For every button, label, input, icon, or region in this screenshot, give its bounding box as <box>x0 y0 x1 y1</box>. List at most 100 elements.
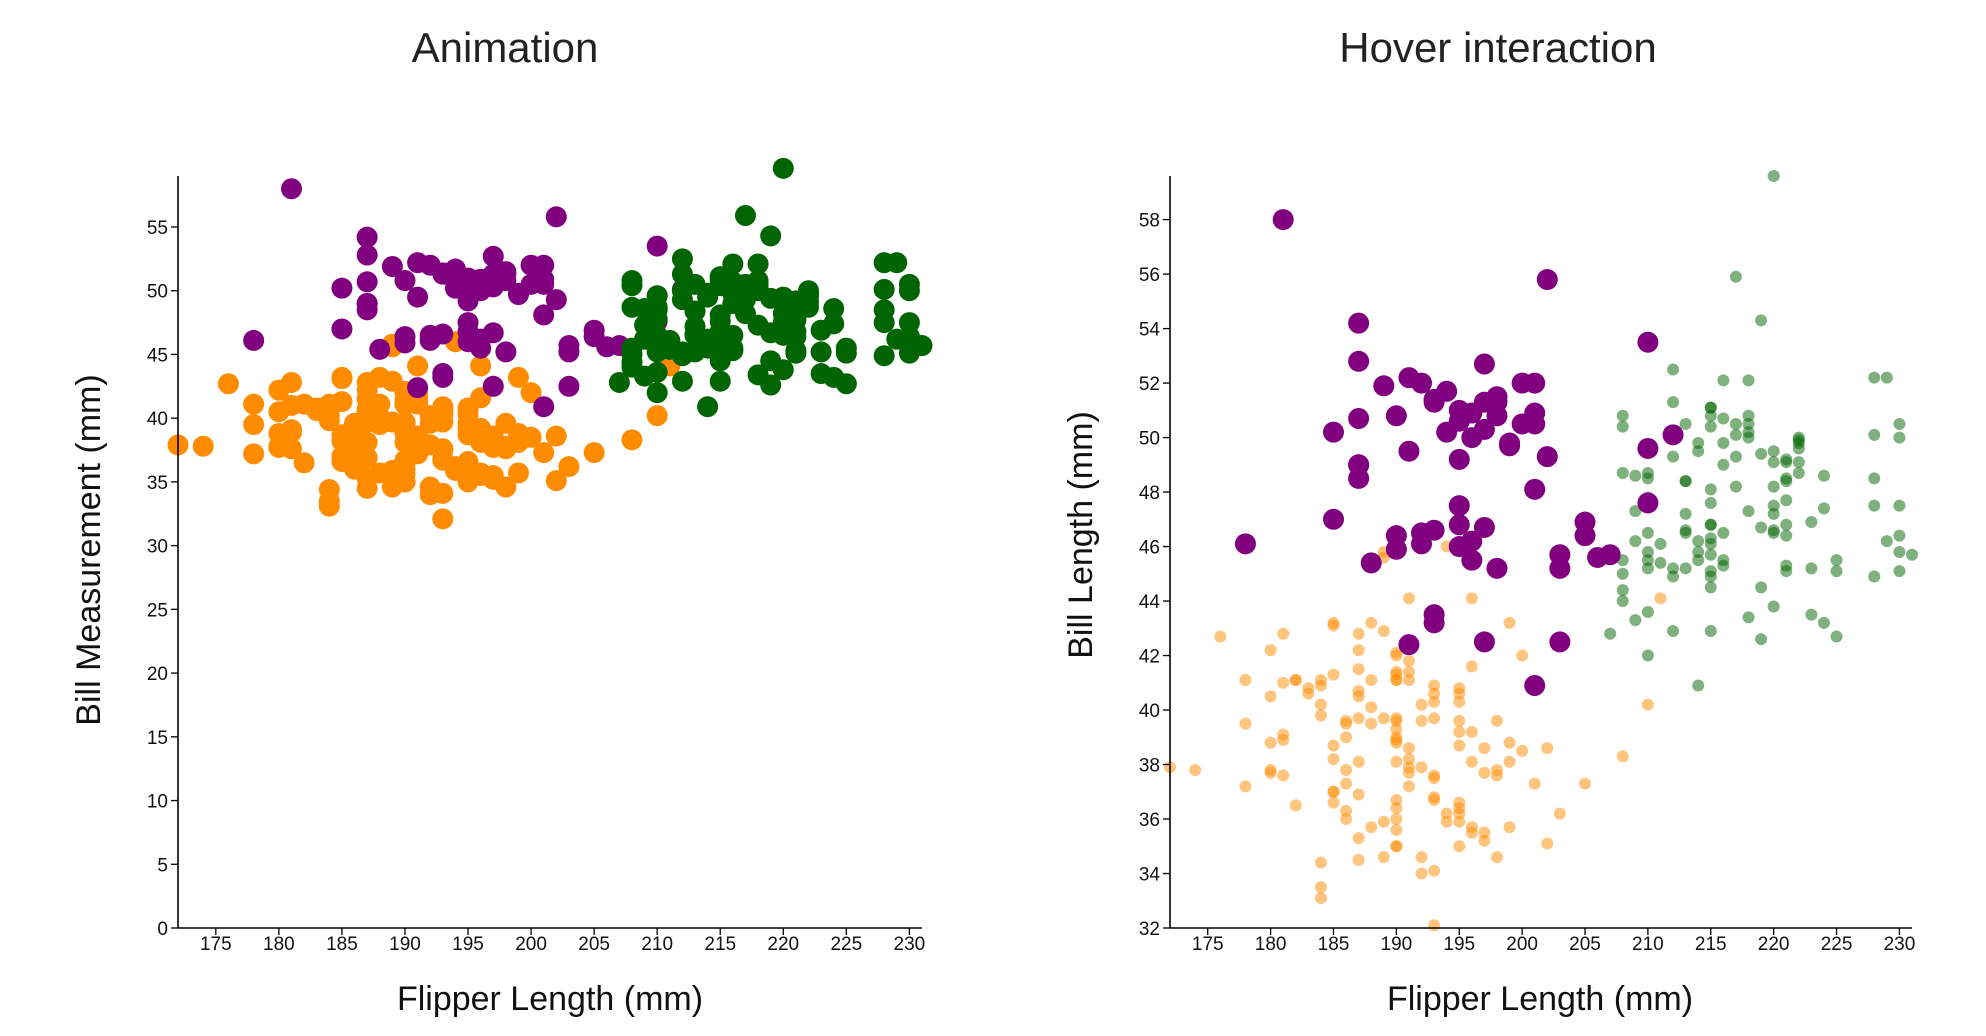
point-chinstrap[interactable] <box>1448 495 1470 517</box>
point-adelie[interactable] <box>1415 698 1428 711</box>
point-gentoo[interactable] <box>1679 507 1692 520</box>
point-chinstrap[interactable] <box>1511 372 1533 394</box>
point-adelie[interactable] <box>1654 592 1667 605</box>
point-gentoo[interactable] <box>1704 581 1717 594</box>
point-gentoo[interactable] <box>1868 499 1881 512</box>
point-gentoo[interactable] <box>1893 499 1906 512</box>
point-adelie[interactable] <box>1264 736 1277 749</box>
point-gentoo[interactable] <box>1767 456 1780 469</box>
point-adelie[interactable] <box>1390 731 1403 744</box>
point-adelie[interactable] <box>1352 853 1365 866</box>
point-gentoo[interactable] <box>1641 554 1654 567</box>
point-adelie[interactable] <box>1340 777 1353 790</box>
point-chinstrap[interactable] <box>1348 407 1370 429</box>
point-gentoo[interactable] <box>1604 627 1617 640</box>
scatter-points[interactable] <box>1164 170 1918 932</box>
point-gentoo[interactable] <box>1755 447 1768 460</box>
point-adelie[interactable] <box>1314 881 1327 894</box>
point-gentoo[interactable] <box>1629 535 1642 548</box>
point-gentoo[interactable] <box>1704 625 1717 638</box>
point-adelie[interactable] <box>1641 698 1654 711</box>
point-adelie[interactable] <box>1327 785 1340 798</box>
point-chinstrap[interactable] <box>1524 478 1546 500</box>
point-gentoo[interactable] <box>1692 445 1705 458</box>
point-adelie[interactable] <box>1327 739 1340 752</box>
point-adelie[interactable] <box>1390 823 1403 836</box>
point-chinstrap[interactable] <box>1461 530 1483 552</box>
point-chinstrap[interactable] <box>1348 350 1370 372</box>
point-gentoo[interactable] <box>1805 516 1818 529</box>
point-chinstrap[interactable] <box>1423 388 1445 410</box>
point-adelie[interactable] <box>1377 815 1390 828</box>
point-gentoo[interactable] <box>1893 546 1906 558</box>
point-adelie[interactable] <box>1402 674 1415 687</box>
point-chinstrap[interactable] <box>1549 557 1571 579</box>
point-adelie[interactable] <box>1352 627 1365 640</box>
point-adelie[interactable] <box>1490 763 1503 776</box>
point-gentoo[interactable] <box>1780 518 1793 531</box>
point-adelie[interactable] <box>1239 780 1252 793</box>
point-gentoo[interactable] <box>1641 649 1654 662</box>
point-gentoo[interactable] <box>1830 565 1843 578</box>
point-chinstrap[interactable] <box>1536 446 1558 468</box>
point-chinstrap[interactable] <box>1486 557 1508 579</box>
point-adelie[interactable] <box>1277 734 1290 746</box>
point-chinstrap[interactable] <box>1448 514 1470 536</box>
point-adelie[interactable] <box>1465 592 1478 605</box>
point-gentoo[interactable] <box>1817 469 1830 482</box>
point-adelie[interactable] <box>1390 813 1403 826</box>
point-gentoo[interactable] <box>1717 412 1730 425</box>
point-adelie[interactable] <box>1428 772 1441 785</box>
point-adelie[interactable] <box>1465 755 1478 768</box>
point-gentoo[interactable] <box>1717 458 1730 471</box>
point-adelie[interactable] <box>1616 750 1629 763</box>
point-gentoo[interactable] <box>1830 630 1843 643</box>
point-adelie[interactable] <box>1402 780 1415 793</box>
point-adelie[interactable] <box>1365 674 1378 687</box>
point-adelie[interactable] <box>1490 714 1503 727</box>
point-gentoo[interactable] <box>1893 431 1906 444</box>
point-adelie[interactable] <box>1478 742 1491 755</box>
point-gentoo[interactable] <box>1667 450 1680 463</box>
point-adelie[interactable] <box>1428 919 1441 932</box>
point-gentoo[interactable] <box>1868 472 1881 485</box>
point-gentoo[interactable] <box>1616 595 1629 608</box>
point-gentoo[interactable] <box>1729 428 1742 441</box>
point-adelie[interactable] <box>1289 674 1302 687</box>
point-adelie[interactable] <box>1390 840 1403 853</box>
point-gentoo[interactable] <box>1742 417 1755 430</box>
point-gentoo[interactable] <box>1780 472 1793 485</box>
point-chinstrap[interactable] <box>1524 675 1546 697</box>
point-chinstrap[interactable] <box>1385 405 1407 427</box>
point-gentoo[interactable] <box>1692 546 1705 558</box>
point-adelie[interactable] <box>1440 807 1453 820</box>
point-gentoo[interactable] <box>1654 537 1667 550</box>
point-chinstrap[interactable] <box>1473 516 1495 538</box>
point-gentoo[interactable] <box>1780 456 1793 469</box>
point-chinstrap[interactable] <box>1637 331 1659 353</box>
point-chinstrap[interactable] <box>1486 405 1508 427</box>
point-gentoo[interactable] <box>1717 437 1730 450</box>
point-chinstrap[interactable] <box>1549 631 1571 653</box>
point-adelie[interactable] <box>1314 709 1327 722</box>
point-gentoo[interactable] <box>1780 529 1793 542</box>
point-gentoo[interactable] <box>1767 600 1780 613</box>
point-chinstrap[interactable] <box>1499 432 1521 454</box>
point-gentoo[interactable] <box>1667 570 1680 583</box>
point-chinstrap[interactable] <box>1436 421 1458 443</box>
point-adelie[interactable] <box>1314 892 1327 905</box>
point-gentoo[interactable] <box>1893 417 1906 430</box>
point-gentoo[interactable] <box>1704 496 1717 509</box>
point-gentoo[interactable] <box>1717 374 1730 387</box>
point-gentoo[interactable] <box>1704 401 1717 414</box>
point-adelie[interactable] <box>1503 755 1516 768</box>
point-chinstrap[interactable] <box>1411 533 1433 555</box>
point-gentoo[interactable] <box>1679 475 1692 488</box>
point-gentoo[interactable] <box>1667 363 1680 376</box>
point-gentoo[interactable] <box>1704 483 1717 496</box>
point-adelie[interactable] <box>1264 644 1277 657</box>
point-adelie[interactable] <box>1516 744 1529 757</box>
point-adelie[interactable] <box>1340 714 1353 727</box>
point-adelie[interactable] <box>1390 712 1403 725</box>
point-chinstrap[interactable] <box>1536 269 1558 291</box>
